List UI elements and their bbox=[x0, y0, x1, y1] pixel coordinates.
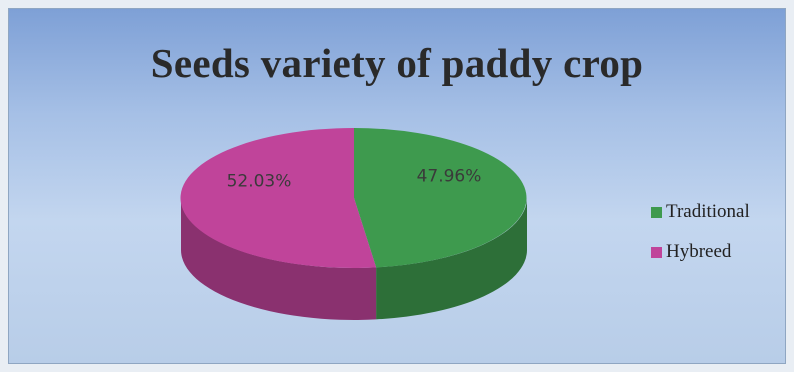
legend-swatch-hybreed bbox=[651, 246, 662, 258]
pie-side-traditional bbox=[376, 198, 527, 320]
data-label-hybreed: 52.03% bbox=[227, 172, 292, 192]
pie-slice-hybreed bbox=[180, 127, 377, 268]
chart-area: Seeds variety of paddy crop 47.96% 52.03… bbox=[8, 8, 786, 364]
chart-title: Seeds variety of paddy crop bbox=[150, 40, 644, 86]
legend-swatch-traditional bbox=[651, 206, 662, 218]
legend: Traditional Hybreed bbox=[651, 199, 750, 279]
legend-item-traditional: Traditional bbox=[651, 199, 750, 225]
pie-slice-traditional bbox=[354, 128, 527, 268]
data-label-traditional: 47.96% bbox=[417, 167, 482, 187]
legend-label-traditional: Traditional bbox=[666, 201, 750, 222]
pie-side-hybreed bbox=[181, 198, 377, 320]
pie-chart: 47.96% 52.03% bbox=[180, 127, 527, 320]
legend-label-hybreed: Hybreed bbox=[666, 241, 732, 262]
legend-item-hybreed: Hybreed bbox=[651, 239, 750, 265]
